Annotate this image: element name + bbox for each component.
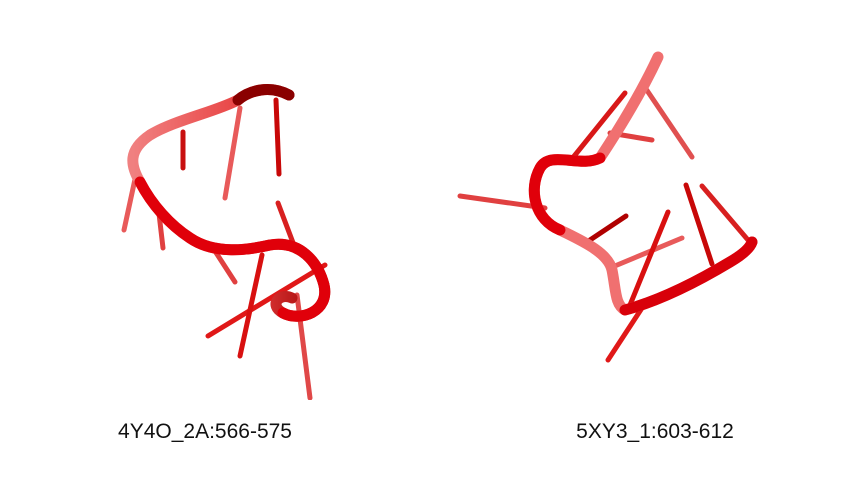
rna-structure-render-right <box>457 51 758 363</box>
base-sticks-right <box>457 80 751 363</box>
rna-structure-render-left <box>121 84 331 400</box>
structure-label-right: 5XY3_1:603-612 <box>576 420 734 443</box>
structure-panel-right: 5XY3_1:603-612 <box>430 0 860 480</box>
structure-label-left: 4Y4O_2A:566-575 <box>118 420 292 443</box>
structure-panel-left: 4Y4O_2A:566-575 <box>118 84 331 443</box>
